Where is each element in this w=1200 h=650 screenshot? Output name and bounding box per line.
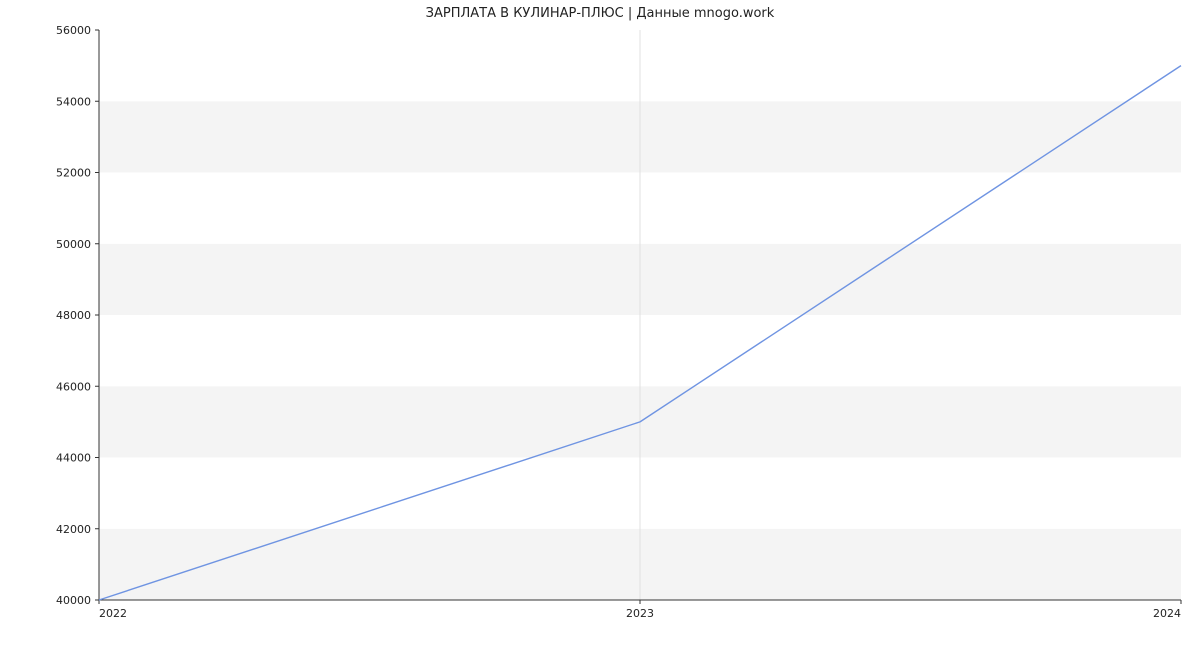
chart-plot: 40000 42000 44000 46000 48000 50000 52000 54000…	[49, 20, 1191, 630]
x-tick-label: 2023	[626, 607, 654, 620]
y-tick-label: 56000	[56, 24, 91, 37]
y-tick-label: 48000	[56, 309, 91, 322]
x-tick-label: 2022	[99, 607, 127, 620]
y-tick-label: 40000	[56, 594, 91, 607]
y-tick-label: 42000	[56, 523, 91, 536]
x-tick-label: 2024	[1153, 607, 1181, 620]
y-tick-label: 52000	[56, 167, 91, 180]
y-tick-label: 46000	[56, 380, 91, 393]
y-tick-label: 50000	[56, 238, 91, 251]
chart-title: ЗАРПЛАТА В КУЛИНАР-ПЛЮС | Данные mnogo.w…	[0, 6, 1200, 21]
y-tick-label: 54000	[56, 95, 91, 108]
y-tick-label: 44000	[56, 452, 91, 465]
chart-container: ЗАРПЛАТА В КУЛИНАР-ПЛЮС | Данные mnogo.w…	[0, 0, 1200, 650]
